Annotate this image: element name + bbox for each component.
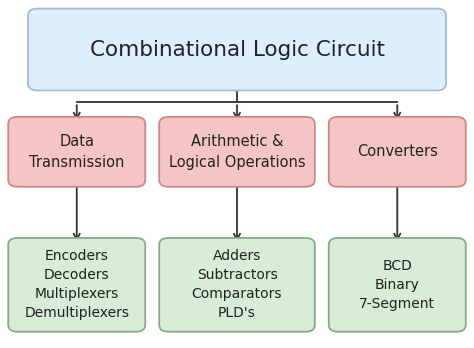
FancyBboxPatch shape	[8, 117, 145, 187]
Text: Converters: Converters	[357, 144, 438, 159]
FancyBboxPatch shape	[28, 9, 446, 90]
Text: Arithmetic &
Logical Operations: Arithmetic & Logical Operations	[169, 134, 305, 169]
Text: Encoders
Decoders
Multiplexers
Demultiplexers: Encoders Decoders Multiplexers Demultipl…	[24, 250, 129, 320]
Text: Adders
Subtractors
Comparators
PLD's: Adders Subtractors Comparators PLD's	[192, 250, 282, 320]
Text: Data
Transmission: Data Transmission	[29, 134, 125, 169]
FancyBboxPatch shape	[329, 238, 466, 332]
FancyBboxPatch shape	[159, 238, 315, 332]
FancyBboxPatch shape	[159, 117, 315, 187]
Text: Combinational Logic Circuit: Combinational Logic Circuit	[90, 40, 384, 60]
Text: BCD
Binary
7-Segment: BCD Binary 7-Segment	[359, 259, 435, 311]
FancyBboxPatch shape	[329, 117, 466, 187]
FancyBboxPatch shape	[8, 238, 145, 332]
